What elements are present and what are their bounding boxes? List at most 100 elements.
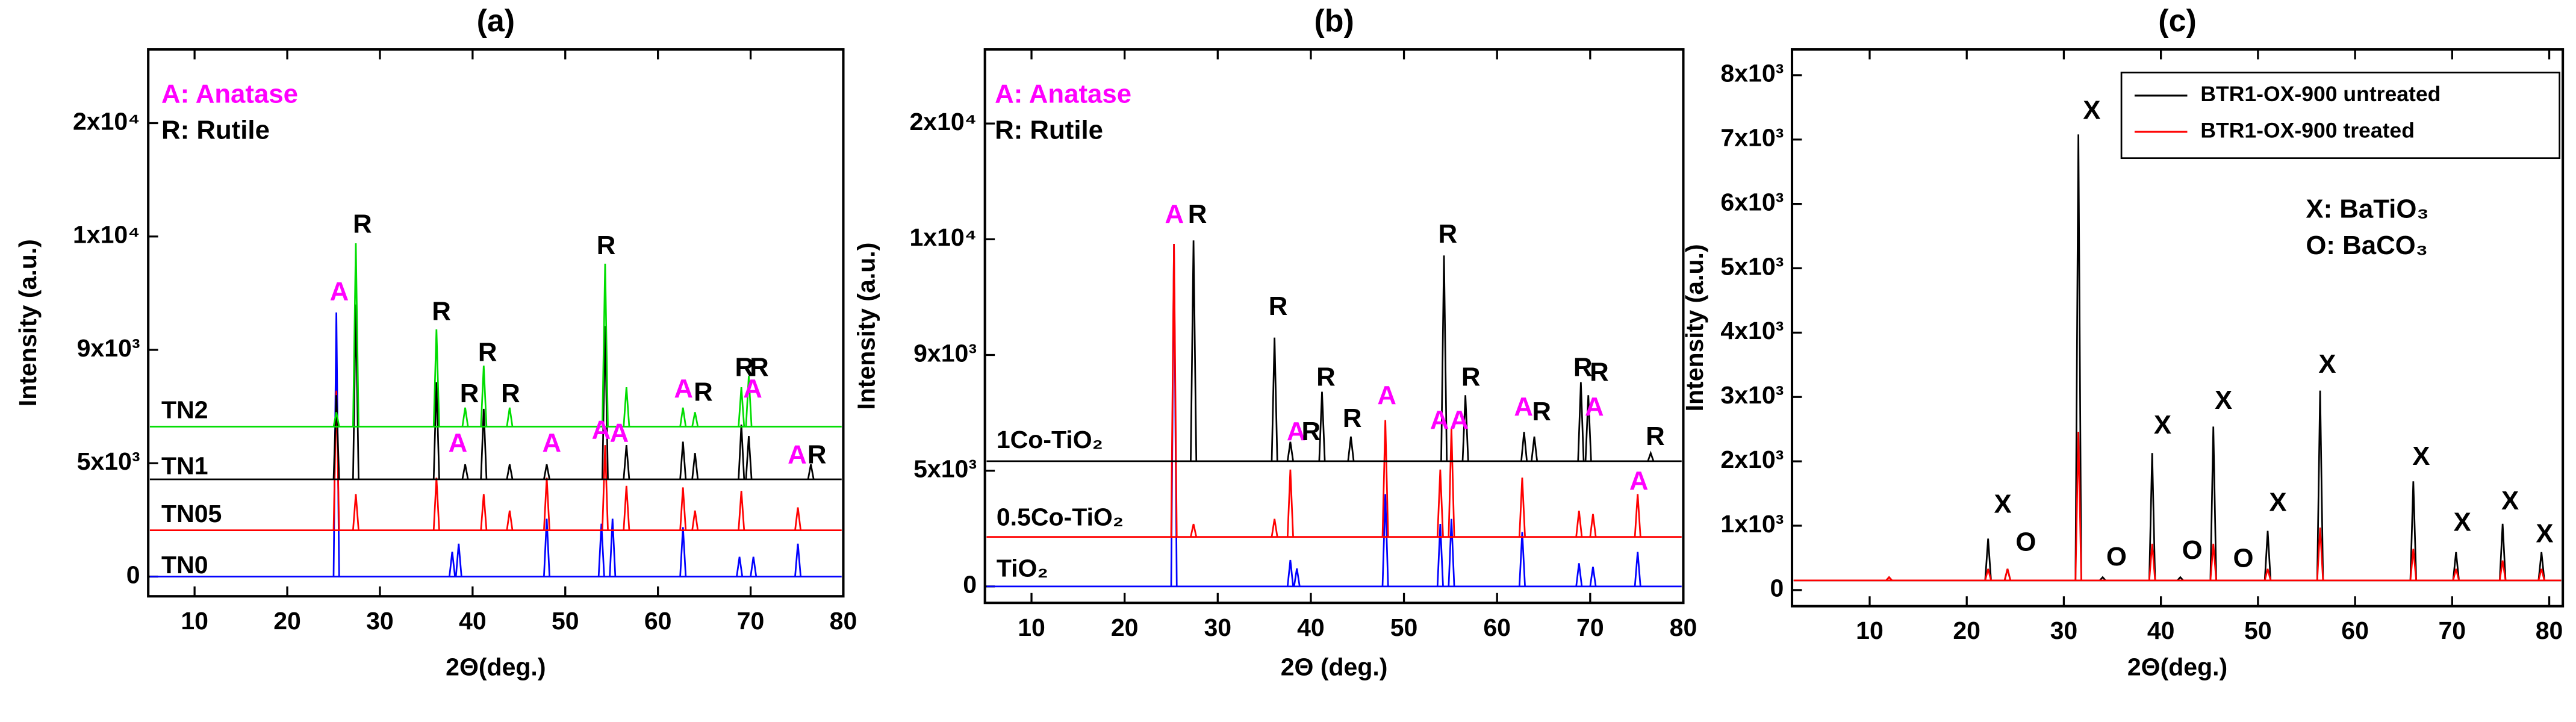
peak [2263,568,2272,581]
peak [2263,531,2272,580]
annotation: A [449,428,468,458]
peak [2074,431,2082,580]
y-tick-label: 1x10⁴ [909,223,977,251]
x-tick-label: 30 [1204,614,1231,641]
peak [2537,568,2545,581]
peak [1271,337,1278,461]
annotation: A [1287,417,1306,446]
peak [623,387,630,427]
peak [455,543,462,577]
peak [2003,568,2012,581]
series-label: 0.5Co-TiO₂ [997,503,1124,531]
x-tick-label: 80 [830,607,857,635]
series-label: TN0 [161,551,208,579]
peak [623,485,630,531]
peak [794,543,802,577]
chart-title: (c) [2158,4,2197,39]
x-tick-label: 50 [552,607,579,635]
y-tick-label: 0 [963,571,977,599]
peak [1885,576,1893,581]
peak [1448,428,1455,537]
annotation: R [432,296,451,326]
peak [2498,523,2507,580]
peak [432,478,440,531]
peak [1518,532,1526,587]
peak [432,329,440,427]
annotation: R [353,209,372,238]
peak [679,487,687,531]
peak [745,435,753,480]
peak [1589,514,1597,537]
annotation: A: Anatase [995,79,1131,108]
peak [807,464,815,480]
x-tick-label: 10 [181,607,208,635]
y-tick-label: 5x10³ [913,455,977,483]
peak [738,491,745,531]
annotation: R [1269,291,1288,321]
peak [1286,559,1294,587]
peak [1575,563,1583,587]
peak [1190,523,1198,537]
peak [352,494,359,531]
peak [2452,552,2460,581]
y-axis-label: Intensity (a.u.) [14,239,42,406]
annotation: R [1343,403,1362,433]
peak [2148,453,2156,580]
series-label: 1Co-TiO₂ [997,426,1103,453]
peak [1190,240,1198,461]
annotation: A [1430,405,1449,435]
x-tick-label: 20 [1111,614,1139,641]
peak [1577,382,1585,461]
annotation: A [1514,392,1533,422]
annotation: X [2454,507,2471,537]
y-tick-label: 5x10³ [1720,252,1784,280]
peak [1575,511,1583,537]
annotation: A [743,374,762,403]
chart-title: (b) [1314,4,1354,39]
annotation: O [2182,535,2203,565]
peak [1293,568,1301,587]
x-tick-label: 10 [1018,614,1045,641]
y-tick-label: 5x10³ [77,447,140,475]
peak [2316,527,2324,580]
peak [332,390,340,531]
peak [1531,436,1538,461]
peak [601,326,609,479]
peak [2148,543,2156,581]
peak [352,243,359,427]
legend-label: BTR1-OX-900 treated [2200,118,2415,142]
x-tick-label: 80 [1670,614,1697,641]
x-tick-label: 30 [366,607,394,635]
series-label: TN05 [161,500,222,527]
series-label: TN1 [161,452,208,480]
peak [543,518,550,577]
annotation: O [2106,542,2127,571]
y-tick-label: 3x10³ [1720,381,1784,409]
annotation: X [2412,441,2430,471]
peak [679,407,687,427]
y-tick-label: 8x10³ [1720,60,1784,87]
annotation: X [2318,349,2336,379]
peak [2209,543,2217,581]
y-tick-label: 9x10³ [77,334,140,362]
peak [506,464,514,480]
annotation: R [694,377,713,406]
peak [1271,518,1278,537]
annotation: A [543,428,562,458]
x-tick-label: 70 [2439,617,2466,644]
peak [2074,134,2082,580]
peak [2209,426,2217,580]
annotation: R [1316,363,1336,392]
annotation: A [1377,381,1396,410]
annotation: R [1532,397,1551,426]
y-tick-label: 4x10³ [1720,317,1784,344]
peak [1634,494,1641,537]
peak [1381,494,1389,587]
peak [480,408,488,480]
peak [352,304,359,479]
y-tick-label: 1x10³ [1720,510,1784,538]
peak [691,510,699,531]
peak [2099,576,2106,581]
y-tick-label: 7x10³ [1720,124,1784,152]
x-tick-label: 70 [1576,614,1604,641]
